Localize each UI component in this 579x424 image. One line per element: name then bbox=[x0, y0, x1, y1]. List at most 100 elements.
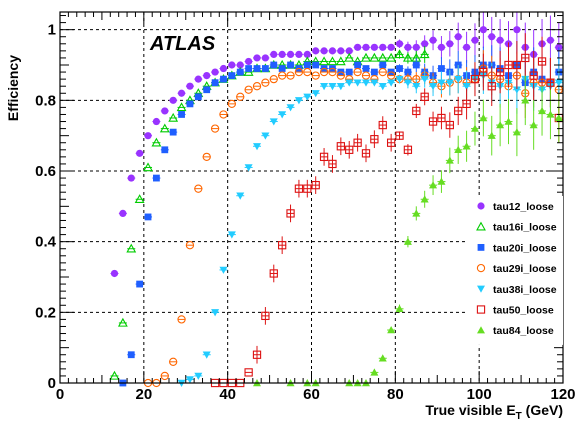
data-point bbox=[395, 40, 404, 48]
data-series bbox=[109, 12, 563, 388]
marker-shape bbox=[169, 357, 178, 366]
marker-shape bbox=[303, 61, 311, 69]
marker-shape bbox=[487, 131, 496, 139]
legend-marker bbox=[476, 221, 486, 231]
data-point bbox=[294, 97, 303, 105]
data-point bbox=[504, 117, 513, 125]
marker-shape bbox=[420, 75, 429, 84]
marker-shape bbox=[395, 131, 404, 140]
marker-shape bbox=[395, 304, 404, 312]
series-tau84_loose bbox=[253, 75, 563, 387]
legend-box bbox=[467, 196, 563, 345]
marker-shape bbox=[169, 128, 177, 136]
legend-marker bbox=[477, 285, 485, 293]
marker-shape bbox=[386, 52, 397, 62]
y-tick-label: 0 bbox=[48, 375, 56, 392]
data-point bbox=[136, 280, 144, 288]
legend-label: tau50_loose bbox=[493, 305, 554, 317]
marker-shape bbox=[361, 71, 371, 80]
data-point bbox=[395, 75, 404, 84]
data-point bbox=[219, 266, 228, 274]
legend-entry: tau16i_loose bbox=[476, 221, 557, 234]
data-point bbox=[311, 71, 320, 80]
marker-shape bbox=[361, 149, 371, 158]
data-point bbox=[554, 79, 563, 87]
data-point bbox=[378, 120, 387, 130]
legend-label: tau20i_loose bbox=[493, 242, 557, 254]
data-point bbox=[437, 79, 446, 87]
marker-shape bbox=[361, 52, 371, 62]
data-point bbox=[445, 79, 454, 87]
marker-shape bbox=[403, 237, 412, 245]
marker-shape bbox=[303, 67, 312, 77]
marker-shape bbox=[420, 92, 429, 101]
x-tick-label: 60 bbox=[303, 386, 320, 403]
marker-shape bbox=[512, 86, 521, 94]
marker-shape bbox=[470, 74, 480, 84]
marker-shape bbox=[261, 78, 270, 87]
data-point bbox=[378, 67, 387, 77]
marker-shape bbox=[294, 184, 304, 193]
data-point bbox=[370, 135, 379, 144]
marker-shape bbox=[319, 56, 330, 66]
marker-shape bbox=[236, 61, 244, 69]
marker-shape bbox=[387, 79, 396, 87]
legend-entry: tau38i_loose bbox=[477, 284, 557, 296]
data-point bbox=[160, 371, 169, 381]
x-axis-title-main: True visible E bbox=[425, 402, 515, 418]
data-point bbox=[445, 156, 454, 164]
data-point bbox=[270, 50, 278, 59]
data-point bbox=[328, 47, 337, 55]
marker-shape bbox=[253, 65, 261, 72]
data-point bbox=[394, 49, 405, 59]
marker-shape bbox=[144, 213, 152, 221]
marker-shape bbox=[476, 305, 486, 314]
data-point bbox=[412, 43, 420, 51]
legend-label: tau29i_loose bbox=[493, 263, 557, 275]
marker-shape bbox=[537, 57, 547, 66]
marker-shape bbox=[168, 112, 179, 122]
marker-shape bbox=[151, 137, 162, 147]
marker-shape bbox=[261, 54, 269, 62]
data-point bbox=[335, 56, 346, 66]
data-point bbox=[227, 99, 237, 109]
marker-shape bbox=[477, 285, 485, 293]
marker-shape bbox=[379, 61, 387, 69]
data-point bbox=[143, 162, 153, 172]
data-point bbox=[554, 114, 563, 122]
marker-shape bbox=[336, 142, 345, 151]
marker-shape bbox=[219, 266, 228, 274]
marker-shape bbox=[328, 67, 337, 77]
marker-shape bbox=[311, 90, 320, 98]
data-point bbox=[134, 194, 145, 204]
data-point bbox=[412, 61, 420, 69]
marker-shape bbox=[496, 36, 504, 44]
data-point bbox=[327, 56, 338, 66]
data-point bbox=[462, 142, 471, 150]
marker-shape bbox=[161, 146, 169, 154]
data-point bbox=[546, 78, 555, 87]
x-tick-label: 120 bbox=[550, 386, 575, 403]
marker-shape bbox=[327, 56, 338, 66]
data-point bbox=[210, 124, 220, 133]
data-point bbox=[538, 106, 547, 115]
legend-entry: tau50_loose bbox=[476, 305, 554, 317]
marker-shape bbox=[319, 152, 329, 162]
legend-marker bbox=[476, 305, 486, 314]
marker-shape bbox=[378, 83, 387, 91]
marker-shape bbox=[337, 47, 345, 55]
marker-shape bbox=[454, 33, 462, 41]
marker-shape bbox=[429, 181, 438, 189]
marker-shape bbox=[404, 68, 412, 76]
data-point bbox=[287, 61, 294, 69]
data-point bbox=[420, 75, 429, 84]
marker-shape bbox=[421, 40, 429, 48]
marker-shape bbox=[429, 36, 437, 44]
data-point bbox=[236, 61, 244, 69]
marker-shape bbox=[394, 49, 405, 59]
data-point bbox=[319, 152, 329, 162]
marker-shape bbox=[269, 74, 278, 84]
marker-shape bbox=[378, 120, 387, 130]
data-point bbox=[370, 79, 379, 87]
data-point bbox=[403, 79, 412, 87]
